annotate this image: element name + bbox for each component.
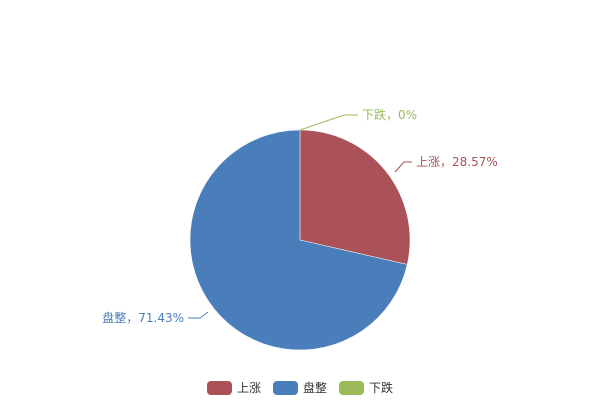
- label-line-up: [394, 161, 412, 173]
- data-label-down: 下跌，0%: [362, 107, 417, 122]
- legend-label-up: 上涨: [236, 381, 261, 395]
- pie-slice-up[interactable]: [299, 129, 411, 265]
- label-line-flat: [188, 311, 209, 319]
- legend-label-flat: 盘整: [302, 381, 327, 395]
- data-label-up: 上涨，28.57%: [416, 154, 498, 169]
- legend-swatch-down: [339, 380, 364, 395]
- pie-slice-flat[interactable]: [189, 129, 408, 351]
- legend-item-flat[interactable]: 盘整: [272, 379, 327, 396]
- legend-swatch-flat: [272, 380, 298, 395]
- legend-swatch-up: [206, 380, 232, 395]
- legend-label-down: 下跌: [369, 381, 394, 395]
- data-label-flat: 盘整，71.43%: [102, 310, 184, 325]
- label-line-down: [299, 114, 358, 131]
- legend: 上涨 盘整 下跌: [0, 379, 600, 396]
- legend-item-down[interactable]: 下跌: [339, 379, 393, 396]
- legend-item-up[interactable]: 上涨: [206, 379, 261, 396]
